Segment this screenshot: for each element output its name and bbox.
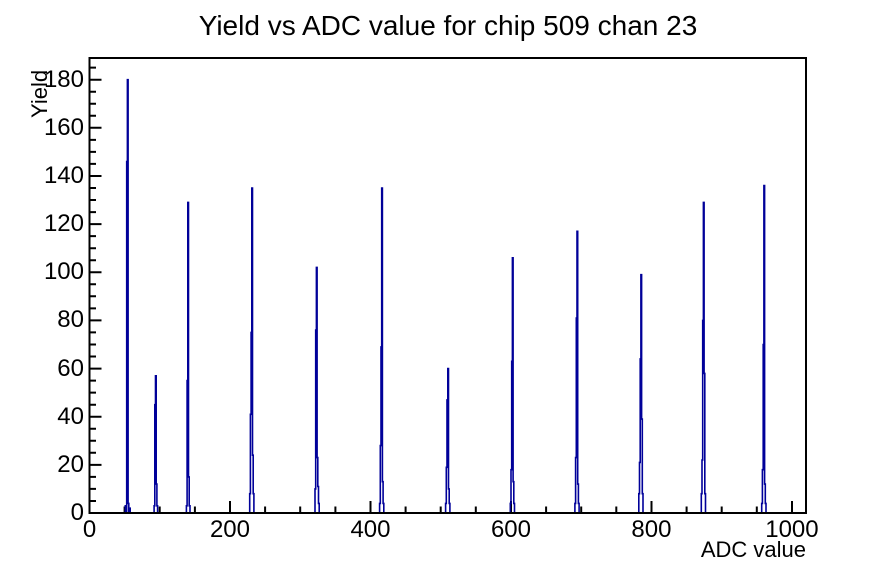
histogram-line — [89, 78, 806, 514]
x-tick-label: 600 — [490, 516, 531, 543]
y-tick-label: 20 — [57, 450, 84, 478]
x-tick-label: 200 — [209, 516, 250, 543]
y-tick-label: 100 — [43, 258, 84, 286]
x-tick-label: 1000 — [765, 516, 819, 543]
y-tick-label: 140 — [43, 161, 84, 189]
y-tick-label: 40 — [57, 402, 84, 430]
chart-title: Yield vs ADC value for chip 509 chan 23 — [198, 10, 698, 41]
axis-ticks — [88, 66, 793, 514]
y-tick-label: 80 — [57, 306, 84, 334]
x-axis-title: ADC value — [700, 537, 806, 562]
y-tick-label: 60 — [57, 354, 84, 382]
y-tick-label: 120 — [43, 210, 84, 238]
x-tick-label: 0 — [82, 516, 97, 543]
x-tick-label: 400 — [350, 516, 391, 543]
y-tick-label: 180 — [43, 65, 84, 93]
y-tick-label: 160 — [43, 113, 84, 141]
x-tick-label: 800 — [631, 516, 672, 543]
plot-frame — [88, 57, 807, 514]
y-tick-label: 0 — [70, 499, 84, 526]
